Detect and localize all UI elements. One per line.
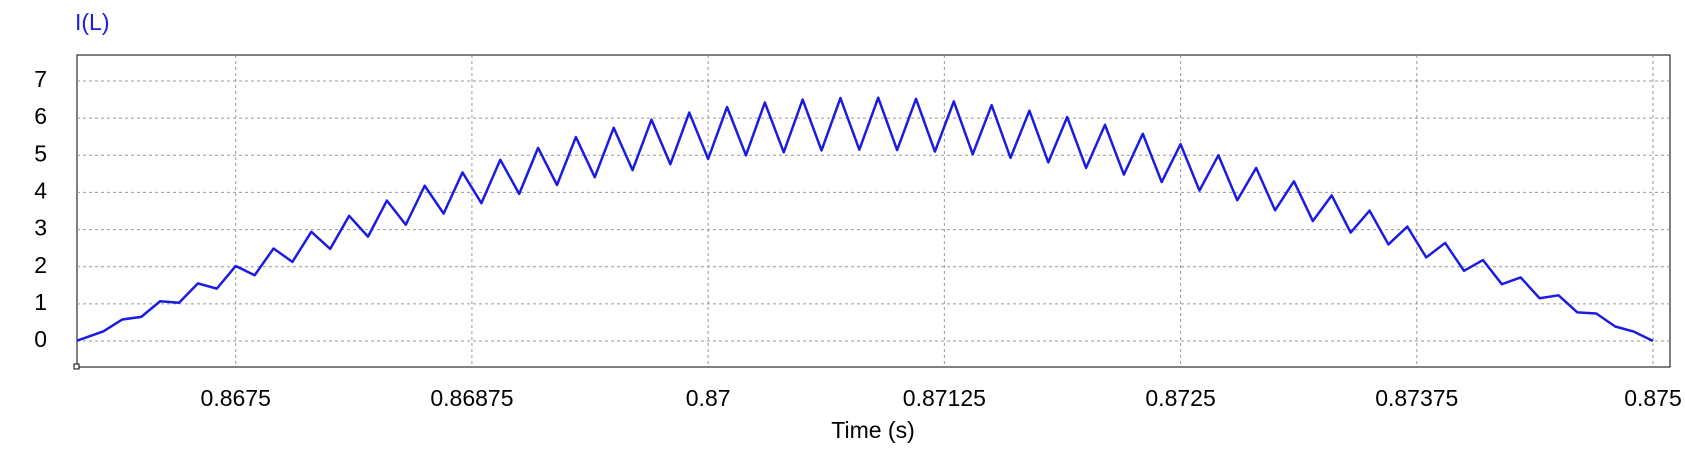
y-tick-label: 1 (34, 289, 47, 315)
x-tick-label: 0.8675 (201, 385, 271, 411)
plot-frame (76, 54, 1671, 368)
y-tick-label: 7 (34, 66, 47, 92)
x-tick-label: 0.86875 (430, 385, 513, 411)
x-tick-label: 0.87125 (903, 385, 986, 411)
x-tick-label: 0.875 (1624, 385, 1682, 411)
x-tick-label: 0.87 (686, 385, 731, 411)
x-tick-label: 0.87375 (1375, 385, 1458, 411)
y-tick-label: 2 (34, 252, 47, 278)
y-tick-label: 3 (34, 215, 47, 241)
chart-title: I(L) (75, 9, 110, 35)
line-series (76, 96, 1654, 343)
x-axis-label: Time (s) (831, 417, 914, 443)
y-tick-label: 6 (34, 103, 47, 129)
axis-corner-marker (73, 363, 80, 370)
x-tick-label: 0.8725 (1145, 385, 1215, 411)
y-tick-label: 4 (34, 178, 47, 204)
y-tick-label: 5 (34, 140, 47, 166)
y-tick-label: 0 (34, 326, 47, 352)
